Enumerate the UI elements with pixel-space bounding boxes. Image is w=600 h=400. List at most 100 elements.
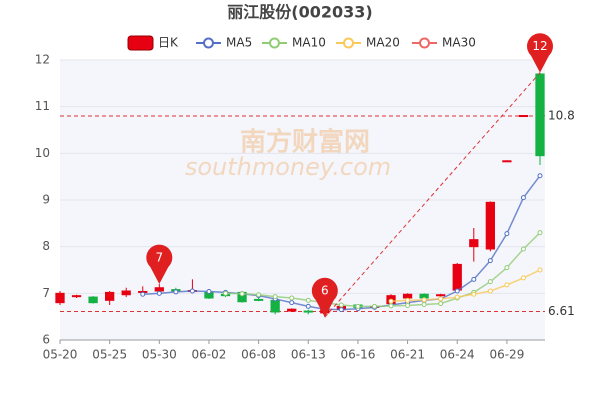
x-tick-label: 06-16: [340, 348, 375, 362]
legend-swatch: [269, 37, 280, 49]
ma-point: [338, 302, 344, 308]
y-tick-label: 10: [35, 146, 50, 160]
mark-pin: [311, 277, 338, 318]
watermark-text: southmoney.com: [185, 153, 391, 181]
ma-point: [239, 291, 245, 297]
x-tick-label: 06-21: [390, 348, 425, 362]
legend-label: MA20: [366, 36, 400, 50]
y-tick-label: 12: [35, 53, 50, 67]
ma-point: [537, 230, 543, 236]
ma-point: [504, 265, 510, 271]
ma-point: [256, 292, 262, 298]
x-tick-label: 06-08: [241, 348, 276, 362]
ma-point: [173, 289, 179, 295]
ma-point: [421, 302, 427, 308]
ma-point: [388, 303, 394, 309]
ma-point: [388, 298, 394, 304]
ma-line: [225, 232, 541, 308]
ma-point: [471, 276, 477, 282]
candle-body: [270, 299, 280, 313]
legend-swatch: [203, 37, 214, 49]
y-tick-label: 7: [42, 286, 50, 300]
candle-body: [402, 293, 413, 299]
x-tick-label: 06-29: [489, 348, 524, 362]
candle-body: [105, 291, 115, 301]
ma-point: [206, 288, 212, 294]
y-tick-label: 11: [35, 99, 50, 113]
ma-point: [305, 303, 311, 309]
ma-point: [305, 297, 311, 303]
candle-body: [452, 263, 462, 291]
watermark-text: 南方财富网: [240, 127, 370, 158]
y-tick-label: 9: [42, 193, 50, 207]
mark-label: 12: [532, 39, 547, 53]
ma-point: [454, 294, 460, 300]
ma-point: [272, 294, 278, 300]
candle-body: [485, 201, 495, 250]
legend-swatch: [419, 37, 430, 49]
candle-body: [55, 292, 65, 304]
ma-point: [487, 279, 493, 285]
ma-point: [289, 295, 295, 301]
y-tick-label: 6: [42, 333, 50, 347]
reference-label: 10.8: [548, 109, 575, 123]
ma-point: [289, 300, 295, 306]
candle-body: [287, 308, 297, 312]
ma-point: [371, 303, 377, 309]
ma-point: [504, 231, 510, 237]
ma-point: [338, 307, 344, 313]
legend-label: MA30: [442, 36, 476, 50]
ma-point: [421, 297, 427, 303]
watermark: 南方财富网 southmoney.com: [185, 127, 391, 182]
x-tick-label: 06-02: [192, 348, 227, 362]
x-tick-label: 06-13: [291, 348, 326, 362]
ma-point: [504, 282, 510, 288]
candle-body: [88, 296, 98, 304]
legend-swatch: [127, 35, 154, 51]
ma-point: [487, 288, 493, 294]
candle-body: [469, 239, 479, 248]
ma-point: [487, 258, 493, 264]
x-tick-label: 05-25: [92, 348, 127, 362]
x-tick-label: 05-30: [142, 348, 177, 362]
ma-point: [140, 291, 146, 297]
candle-body: [303, 310, 313, 313]
reference-label: 6.61: [548, 304, 575, 318]
ma-point: [405, 302, 411, 308]
legend-label: 日K: [158, 36, 179, 50]
chart-title: 丽江股份(002033): [227, 3, 372, 22]
mark-pin: [527, 33, 554, 73]
candle-body: [121, 290, 131, 296]
ma-point: [438, 296, 444, 302]
ma-point: [454, 288, 460, 294]
legend-swatch: [343, 37, 354, 49]
candle-body: [502, 160, 512, 163]
ma-line: [390, 269, 541, 303]
y-tick-label: 8: [42, 239, 50, 253]
ma-point: [471, 291, 477, 297]
legend-label: MA5: [226, 36, 252, 50]
candle-body: [71, 295, 82, 298]
ma-point: [156, 290, 162, 296]
mark-label: 6: [321, 284, 329, 298]
x-tick-label: 05-20: [43, 348, 78, 362]
candle-body: [518, 115, 529, 118]
mark-label: 7: [155, 251, 163, 265]
legend-label: MA10: [292, 36, 326, 50]
x-tick-label: 06-24: [440, 348, 475, 362]
ma-point: [537, 267, 543, 273]
ma-point: [405, 297, 411, 303]
candle-body: [253, 298, 264, 301]
trend-line: [324, 72, 541, 318]
candle-body: [436, 294, 446, 297]
ma-point: [189, 288, 195, 294]
mark-pin: [146, 244, 173, 284]
ma-point: [520, 275, 526, 281]
candle-body: [535, 73, 545, 157]
ma-point: [438, 301, 444, 307]
ma-point: [355, 303, 361, 309]
ma-point: [520, 246, 526, 252]
ma-point: [520, 195, 526, 201]
ma-point: [223, 290, 229, 296]
